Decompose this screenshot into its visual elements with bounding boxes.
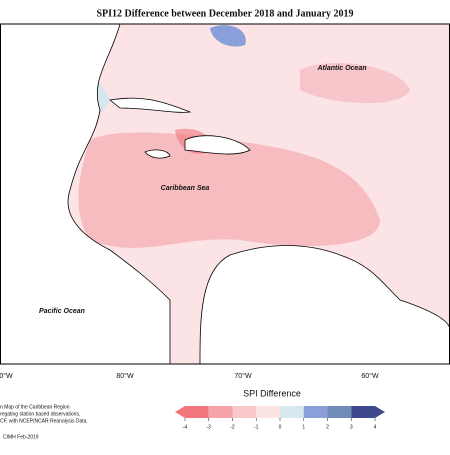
legend-arrow: [375, 406, 385, 418]
ocean-label: Caribbean Sea: [161, 185, 210, 192]
longitude-label: 0°W: [0, 372, 13, 380]
note-line: regating station based observations,: [0, 411, 80, 417]
land-hispaniola: [184, 135, 251, 155]
anomaly-blue: [210, 25, 246, 47]
legend-tick-label: -1: [254, 424, 259, 430]
legend: -4 -3 -2 -1 0 1 2 3 4: [175, 406, 385, 430]
credit: CIMH Feb-2019: [3, 434, 39, 440]
legend-tick-label: 1: [302, 424, 305, 430]
note-line: n Map of the Caribbean Region: [0, 404, 70, 410]
legend-tick-label: 0: [279, 424, 282, 430]
land-jamaica: [144, 149, 171, 159]
longitude-label: 80°W: [116, 372, 134, 380]
legend-swatch: [208, 406, 233, 418]
legend-swatch: [185, 406, 209, 418]
legend-swatch: [232, 406, 257, 418]
land-cuba: [109, 97, 192, 113]
legend-tick-label: -4: [183, 424, 188, 430]
ocean-label: Atlantic Ocean: [316, 65, 366, 72]
map-title: SPI12 Difference between December 2018 a…: [96, 8, 353, 19]
legend-swatch: [303, 406, 328, 418]
legend-title: SPI Difference: [243, 388, 301, 398]
legend-arrow: [175, 406, 185, 418]
land-south-america: [199, 245, 450, 365]
ocean-label: Pacific Ocean: [39, 308, 85, 315]
legend-tick-label: -2: [230, 424, 235, 430]
map: Atlantic Ocean Caribbean Sea Pacific Oce…: [0, 23, 450, 380]
legend-tick-label: 4: [374, 424, 377, 430]
anomaly-red: [300, 62, 410, 104]
land-central-america: [0, 23, 171, 365]
legend-tick-label: -3: [207, 424, 212, 430]
legend-swatch: [280, 406, 304, 418]
legend-swatch: [327, 406, 352, 418]
legend-swatch: [256, 406, 280, 418]
longitude-label: 70°W: [234, 372, 252, 380]
legend-tick-label: 3: [350, 424, 353, 430]
legend-swatch: [351, 406, 375, 418]
anomaly-red: [78, 132, 380, 248]
longitude-label: 60°W: [361, 372, 379, 380]
note-line: CF, with NCEP/NCAR Reanalysis Data.: [0, 418, 88, 424]
legend-tick-label: 2: [326, 424, 329, 430]
